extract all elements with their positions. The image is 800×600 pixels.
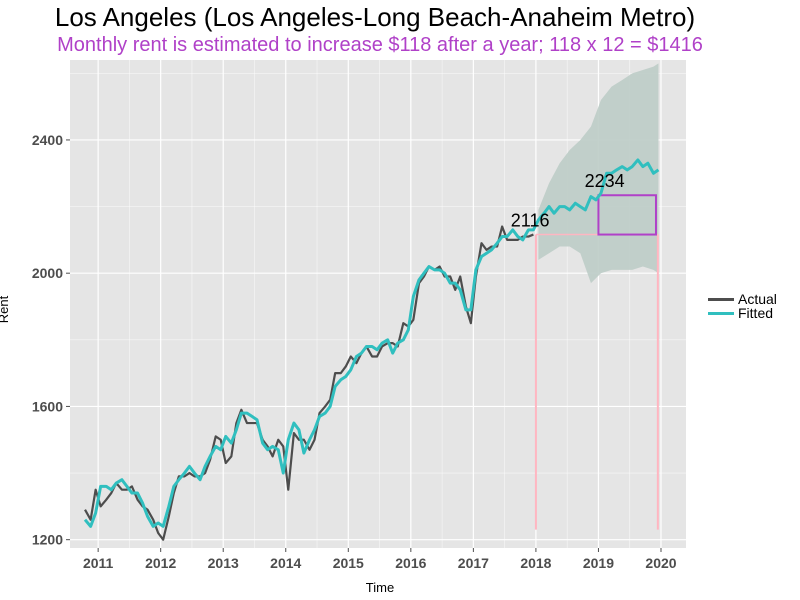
x-tick-label: 2016: [395, 555, 426, 571]
y-tick-label: 1600: [32, 398, 63, 414]
legend-swatch-actual: [708, 297, 734, 301]
x-tick-label: 2013: [208, 555, 239, 571]
x-tick-label: 2012: [145, 555, 176, 571]
highlight-box: [597, 194, 657, 236]
x-tick-label: 2020: [645, 555, 676, 571]
y-tick-label: 1200: [32, 532, 63, 548]
forecast-confidence-band: [538, 63, 659, 284]
legend-swatch-fitted: [708, 311, 734, 315]
annotation-label: 2116: [511, 211, 550, 231]
legend-label-fitted: Fitted: [738, 305, 774, 321]
chart-subtitle: Monthly rent is estimated to increase $1…: [57, 34, 703, 56]
annotation-label: 2234: [585, 171, 625, 191]
y-axis-label: Rent: [0, 295, 12, 324]
x-tick-label: 2017: [458, 555, 489, 571]
x-tick-label: 2019: [583, 555, 614, 571]
x-tick-label: 2011: [83, 555, 114, 571]
legend: Actual Fitted: [708, 291, 777, 321]
x-tick-label: 2014: [270, 555, 301, 571]
series-line-actual: [84, 225, 534, 541]
legend-item-actual: Actual: [708, 291, 777, 307]
x-tick-label: 2018: [520, 555, 551, 571]
y-axis-label-wrap: Rent: [0, 290, 28, 330]
legend-label-actual: Actual: [738, 291, 777, 307]
x-axis-label: Time: [365, 580, 395, 595]
y-tick-label: 2000: [32, 265, 63, 281]
y-tick-label: 2400: [32, 132, 63, 148]
legend-item-fitted: Fitted: [708, 305, 777, 321]
x-tick-label: 2015: [333, 555, 364, 571]
series-line-fitted: [83, 158, 660, 528]
chart-title: Los Angeles (Los Angeles-Long Beach-Anah…: [54, 2, 696, 32]
